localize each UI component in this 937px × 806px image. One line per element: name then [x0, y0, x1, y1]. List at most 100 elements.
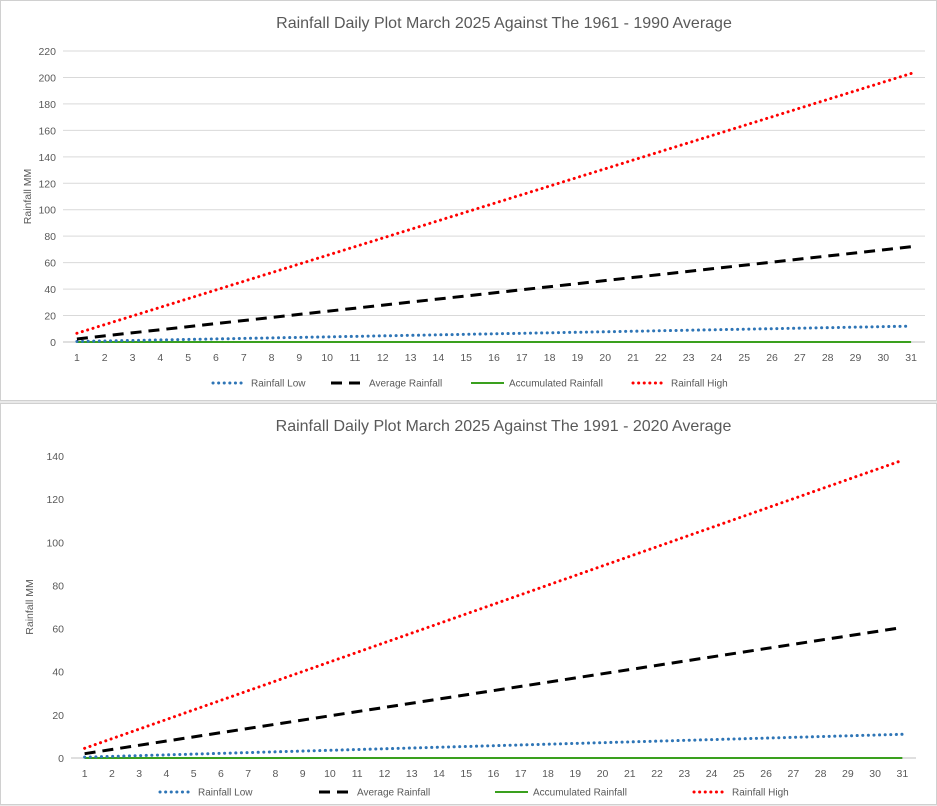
legend-label: Average Rainfall: [369, 379, 442, 390]
x-tick-label: 18: [544, 352, 556, 364]
y-tick-label: 40: [52, 667, 64, 679]
y-tick-label: 140: [46, 451, 64, 463]
x-tick-label: 19: [572, 352, 584, 364]
x-tick-label: 19: [569, 768, 581, 780]
x-tick-label: 26: [760, 768, 772, 780]
x-tick-label: 17: [516, 352, 528, 364]
y-tick-label: 60: [52, 624, 64, 636]
legend-label: Accumulated Rainfall: [509, 379, 603, 390]
y-tick-label: 200: [38, 72, 56, 84]
x-tick-label: 25: [738, 352, 750, 364]
x-tick-label: 13: [405, 352, 417, 364]
legend-label: Accumulated Rainfall: [533, 788, 627, 799]
x-tick-label: 5: [191, 768, 197, 780]
x-tick-label: 23: [678, 768, 690, 780]
x-tick-label: 30: [869, 768, 881, 780]
y-tick-label: 120: [38, 178, 56, 190]
chart-title: Rainfall Daily Plot March 2025 Against T…: [276, 418, 732, 435]
x-tick-label: 6: [213, 352, 219, 364]
x-tick-label: 4: [163, 768, 169, 780]
y-tick-label: 60: [44, 258, 56, 270]
x-tick-label: 31: [905, 352, 917, 364]
x-tick-label: 28: [815, 768, 827, 780]
legend-item: Average Rainfall: [319, 788, 430, 799]
x-tick-label: 2: [102, 352, 108, 364]
series-line-rainfall-low: [83, 732, 904, 759]
x-tick-label: 4: [157, 352, 163, 364]
y-tick-label: 80: [52, 580, 64, 592]
x-tick-label: 21: [624, 768, 636, 780]
x-tick-label: 20: [597, 768, 609, 780]
x-tick-label: 29: [842, 768, 854, 780]
x-tick-label: 11: [350, 352, 361, 364]
x-tick-label: 31: [897, 768, 909, 780]
series-line-rainfall-high: [83, 458, 904, 750]
y-axis-title: Rainfall MM: [22, 169, 34, 224]
y-tick-label: 20: [44, 311, 56, 323]
legend-label: Rainfall Low: [198, 788, 253, 799]
y-tick-label: 100: [38, 205, 56, 217]
rainfall-chart-1961-1990: Rainfall Daily Plot March 2025 Against T…: [22, 15, 925, 390]
x-tick-label: 20: [599, 352, 611, 364]
y-tick-label: 0: [50, 337, 56, 349]
x-tick-label: 21: [627, 352, 639, 364]
x-tick-label: 24: [706, 768, 718, 780]
chart-panel-1961-1990: Rainfall Daily Plot March 2025 Against T…: [0, 0, 937, 401]
series-line-rainfall-high: [75, 71, 913, 335]
legend-label: Average Rainfall: [357, 788, 430, 799]
x-tick-label: 9: [300, 768, 306, 780]
x-tick-label: 12: [377, 352, 389, 364]
x-tick-label: 28: [822, 352, 834, 364]
legend-item: Average Rainfall: [331, 379, 442, 390]
x-tick-label: 10: [321, 352, 333, 364]
y-tick-label: 20: [52, 710, 64, 722]
x-tick-label: 24: [711, 352, 723, 364]
legend-item: Accumulated Rainfall: [471, 379, 603, 390]
x-tick-label: 11: [352, 768, 363, 780]
x-tick-label: 17: [515, 768, 527, 780]
y-tick-label: 180: [38, 99, 56, 111]
chart-title: Rainfall Daily Plot March 2025 Against T…: [276, 15, 732, 32]
series-line-average-rainfall: [84, 626, 903, 756]
x-tick-label: 6: [218, 768, 224, 780]
x-tick-label: 2: [109, 768, 115, 780]
y-tick-label: 0: [58, 753, 64, 765]
x-tick-label: 29: [850, 352, 862, 364]
series-line-rainfall-low: [75, 324, 913, 343]
x-tick-label: 10: [324, 768, 336, 780]
y-tick-label: 100: [46, 537, 64, 549]
x-tick-label: 18: [542, 768, 554, 780]
x-tick-label: 12: [379, 768, 391, 780]
x-tick-label: 8: [269, 352, 275, 364]
legend-item: Rainfall High: [631, 379, 728, 390]
y-tick-label: 120: [46, 494, 64, 506]
y-tick-label: 220: [38, 46, 56, 58]
x-tick-label: 22: [655, 352, 667, 364]
legend-item: Accumulated Rainfall: [495, 788, 627, 799]
x-tick-label: 27: [794, 352, 806, 364]
x-tick-label: 14: [433, 768, 445, 780]
x-tick-label: 30: [877, 352, 889, 364]
series-line-average-rainfall: [76, 245, 912, 341]
x-tick-label: 3: [136, 768, 142, 780]
y-tick-label: 160: [38, 125, 56, 137]
y-tick-label: 140: [38, 152, 56, 164]
x-tick-label: 9: [296, 352, 302, 364]
x-tick-label: 23: [683, 352, 695, 364]
x-tick-label: 16: [488, 352, 500, 364]
legend-item: Rainfall Low: [158, 788, 253, 799]
x-tick-label: 13: [406, 768, 418, 780]
legend-label: Rainfall High: [732, 788, 789, 799]
legend-label: Rainfall High: [671, 379, 728, 390]
x-tick-label: 8: [273, 768, 279, 780]
x-tick-label: 7: [241, 352, 247, 364]
x-tick-label: 16: [488, 768, 500, 780]
x-tick-label: 5: [185, 352, 191, 364]
x-tick-label: 26: [766, 352, 778, 364]
x-tick-label: 3: [130, 352, 136, 364]
x-tick-label: 7: [245, 768, 251, 780]
chart-panel-1991-2020: Rainfall Daily Plot March 2025 Against T…: [0, 403, 937, 805]
rainfall-chart-1991-2020: Rainfall Daily Plot March 2025 Against T…: [24, 418, 916, 799]
legend-label: Rainfall Low: [251, 379, 306, 390]
x-tick-label: 15: [460, 768, 472, 780]
